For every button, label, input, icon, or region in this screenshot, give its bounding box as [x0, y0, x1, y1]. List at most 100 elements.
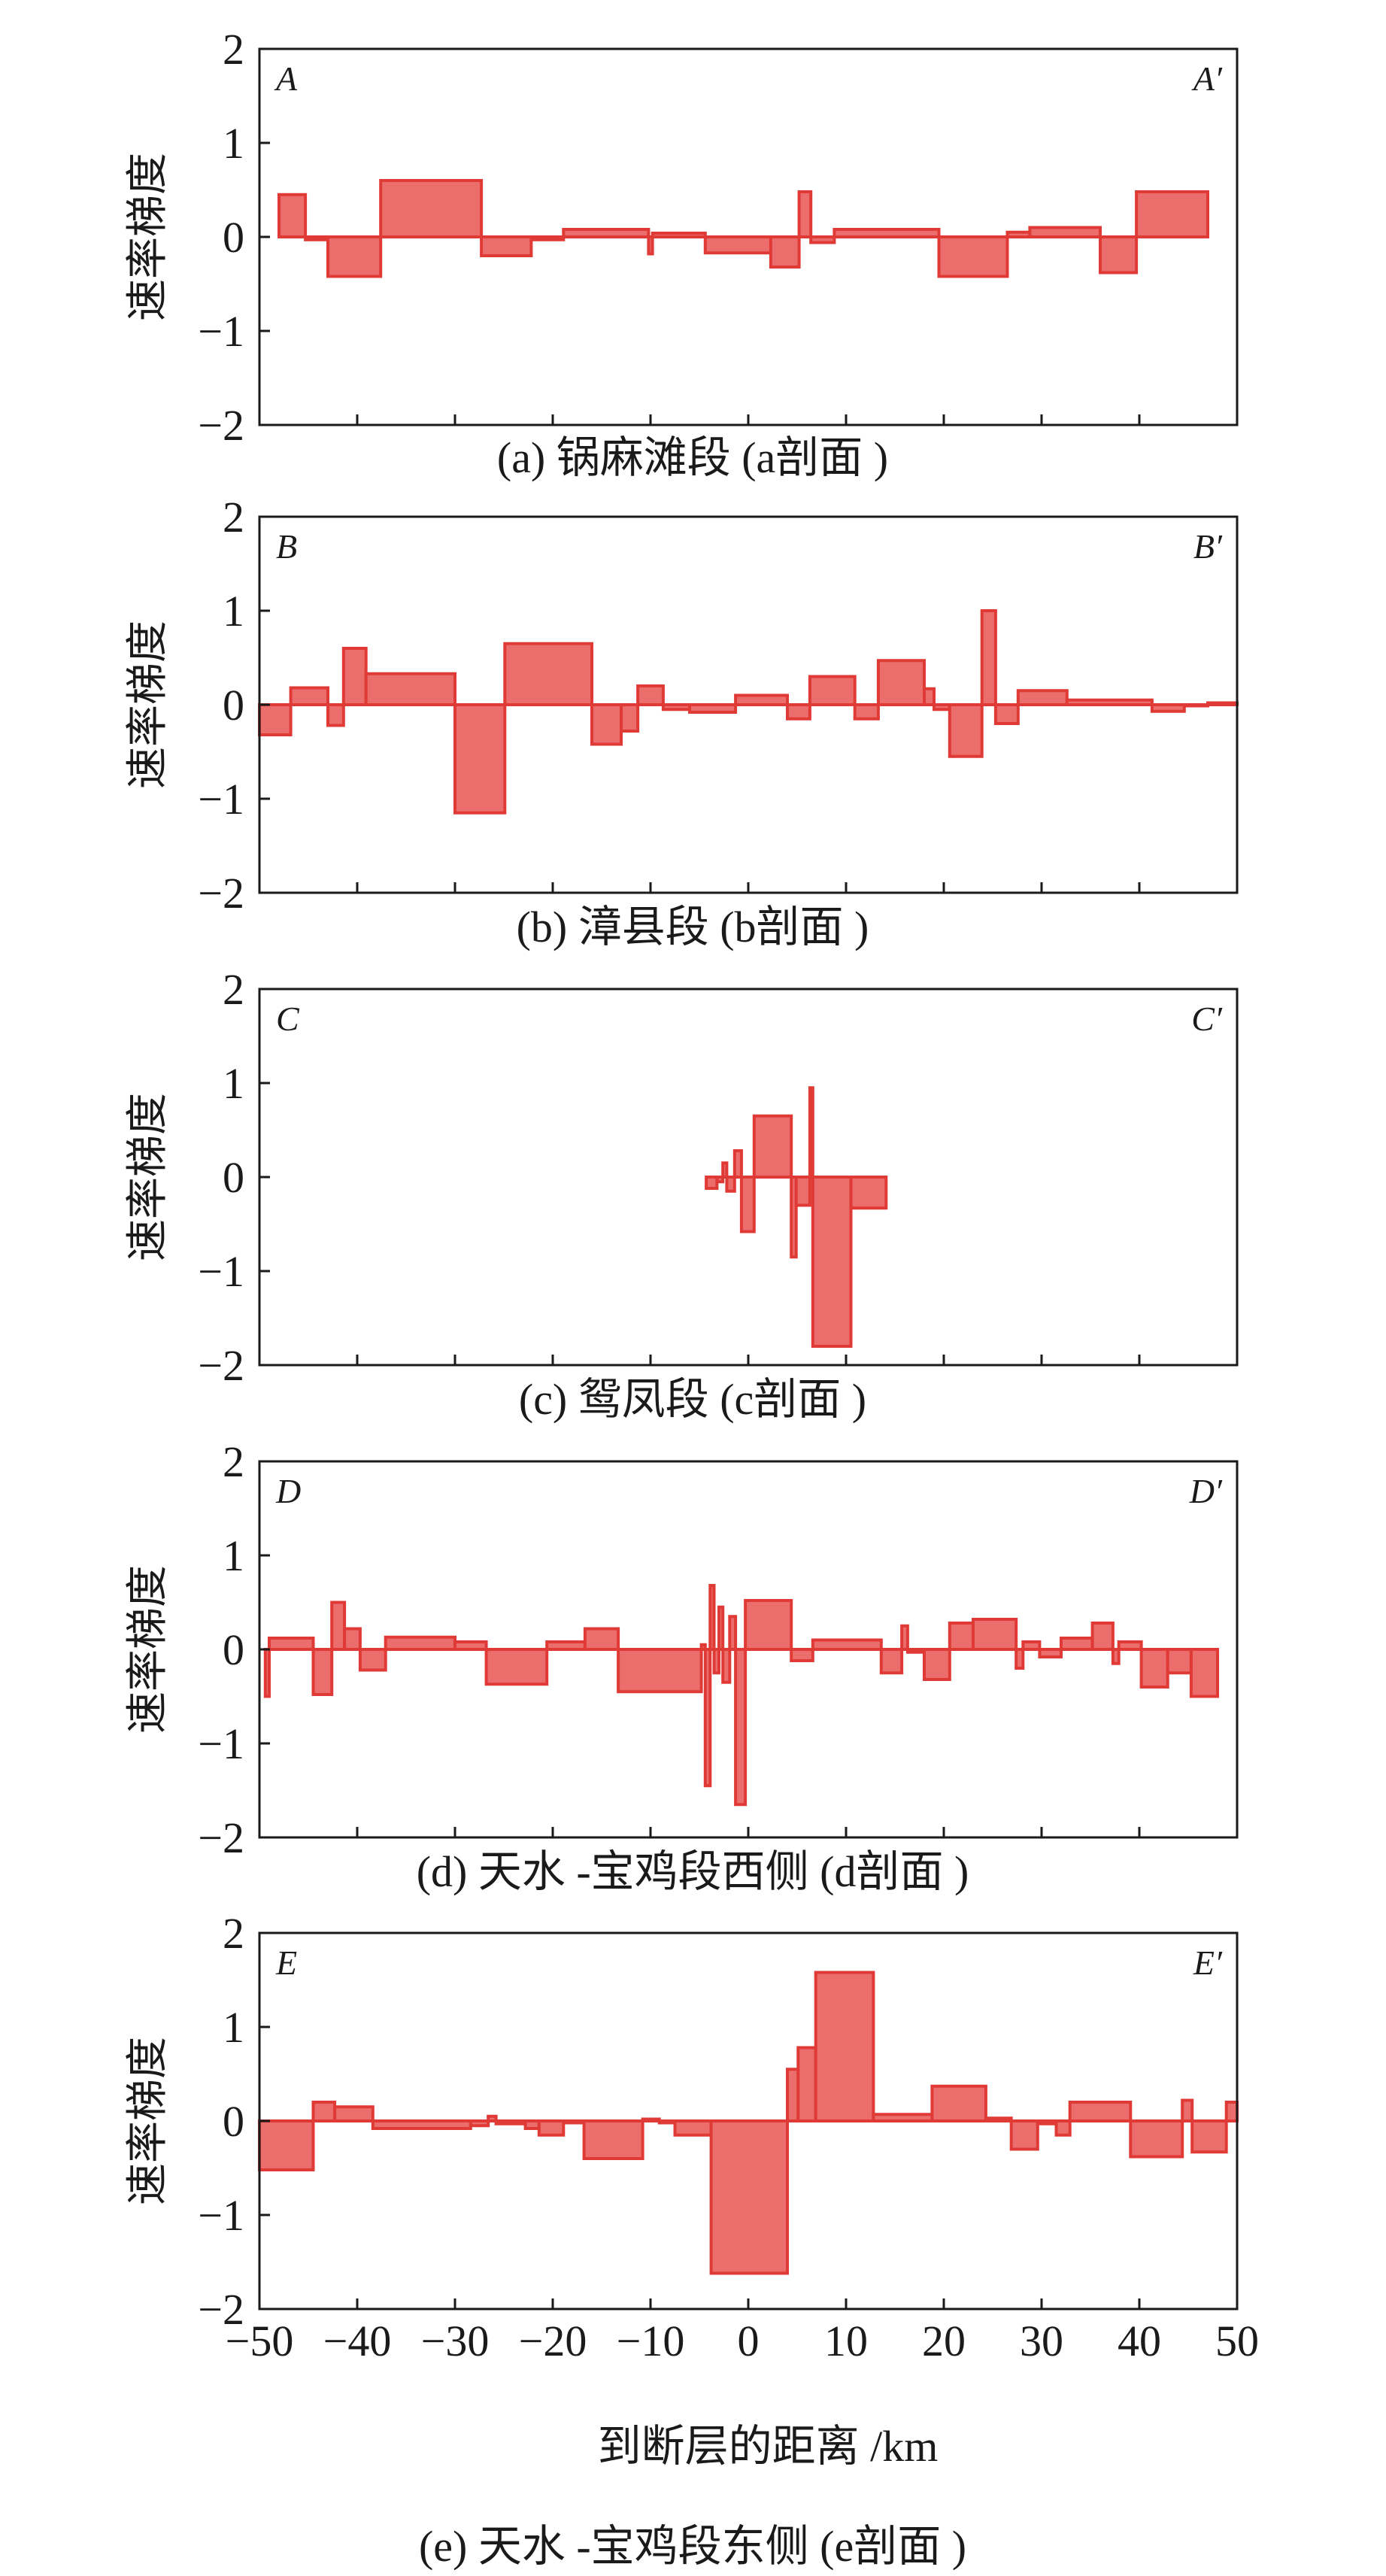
- y-tick-label: 0: [223, 213, 244, 262]
- bar: [734, 693, 789, 706]
- panel-a: −2 −1 0 1 2A A′ 速率梯度 (a) 锅麻滩段 (a剖面 ): [125, 25, 1239, 482]
- x-tick-label: −40: [323, 2317, 392, 2365]
- y-tick-label: 1: [223, 587, 244, 636]
- bar: [717, 1605, 725, 1651]
- bar: [620, 703, 640, 733]
- bar: [657, 2119, 677, 2125]
- bar: [688, 703, 738, 714]
- bar: [712, 1648, 720, 1675]
- bar: [980, 609, 997, 706]
- corner-label-left: D: [275, 1472, 301, 1510]
- bar: [651, 232, 707, 238]
- y-tick-label: −1: [198, 2191, 244, 2240]
- bar: [1009, 2119, 1039, 2151]
- y-tick-label: −1: [198, 775, 244, 824]
- bar: [734, 1648, 748, 1807]
- bar: [268, 1637, 315, 1651]
- bar: [744, 1599, 793, 1651]
- bar: [661, 703, 692, 712]
- bar: [1054, 2119, 1072, 2137]
- bar: [480, 235, 533, 257]
- bar: [786, 703, 811, 721]
- bar: [709, 2119, 789, 2275]
- bar: [797, 190, 813, 238]
- bar: [545, 1640, 587, 1651]
- y-tick-label: −2: [198, 1341, 244, 1390]
- corner-label-left: E: [275, 1943, 297, 1982]
- corner-label-left: B: [276, 527, 297, 566]
- bar: [708, 1584, 716, 1651]
- y-tick-label: 0: [223, 1153, 244, 1202]
- bar: [809, 235, 836, 244]
- bar: [1060, 1637, 1094, 1651]
- y-tick-label: −2: [198, 1813, 244, 1862]
- bar: [1038, 1648, 1063, 1658]
- bar: [494, 2119, 527, 2125]
- bar: [583, 1627, 620, 1651]
- panel-title: (e) 天水 -宝鸡段东侧 (e剖面 ): [419, 2522, 966, 2571]
- y-tick-label: 1: [223, 1531, 244, 1580]
- y-tick-label: 2: [223, 25, 244, 74]
- bar: [728, 1615, 738, 1651]
- bar: [1150, 703, 1186, 713]
- bar: [529, 235, 566, 241]
- y-tick-label: −2: [198, 401, 244, 450]
- bar: [930, 2084, 987, 2122]
- corner-label-right: C′: [1191, 1000, 1223, 1038]
- y-tick-label: 0: [223, 2097, 244, 2146]
- y-tick-label: −1: [198, 1247, 244, 1296]
- bar: [537, 2119, 566, 2137]
- x-tick-label: −10: [617, 2317, 685, 2365]
- y-tick-label: −2: [198, 2285, 244, 2334]
- bar: [769, 235, 801, 269]
- bar: [948, 703, 984, 758]
- corner-label-left: A: [274, 59, 298, 98]
- y-axis-label: 速率梯度: [125, 620, 171, 789]
- bar: [739, 1176, 756, 1233]
- y-tick-label: −1: [198, 307, 244, 356]
- bar: [808, 675, 857, 706]
- bar: [371, 2119, 472, 2130]
- bar: [853, 703, 880, 721]
- x-tick-label: −20: [519, 2317, 587, 2365]
- corner-label-right: A′: [1191, 59, 1223, 98]
- bar: [1065, 698, 1154, 706]
- bar: [923, 1648, 951, 1681]
- bar: [732, 1149, 743, 1179]
- bar: [725, 1176, 736, 1193]
- bar: [1014, 1648, 1025, 1670]
- bar: [326, 235, 383, 278]
- panel-title: (c) 鸳凤段 (c剖面 ): [519, 1375, 866, 1424]
- bar: [923, 687, 936, 706]
- bar: [993, 703, 1020, 725]
- y-tick-label: −2: [198, 869, 244, 918]
- bar: [1021, 1640, 1042, 1651]
- y-tick-label: 0: [223, 681, 244, 730]
- bar: [1068, 2101, 1133, 2122]
- y-axis-label: 速率梯度: [125, 2037, 171, 2205]
- bar: [1190, 2119, 1228, 2154]
- bar: [358, 1648, 387, 1672]
- bar: [699, 1643, 707, 1651]
- bar: [484, 1648, 549, 1686]
- y-tick-label: 2: [223, 493, 244, 542]
- bar: [900, 1624, 909, 1651]
- x-tick-label: 10: [824, 2317, 868, 2365]
- bar: [258, 703, 293, 736]
- bar: [590, 703, 623, 746]
- corner-label-left: C: [276, 1000, 300, 1038]
- bar: [872, 2113, 934, 2122]
- bar: [715, 1176, 725, 1184]
- bar: [673, 2119, 713, 2137]
- bar: [263, 1648, 271, 1698]
- bar: [849, 1176, 888, 1210]
- bar: [786, 2068, 800, 2122]
- bar: [814, 1971, 875, 2122]
- y-tick-label: 2: [223, 1437, 244, 1486]
- bar: [278, 193, 308, 238]
- y-axis-label: 速率梯度: [125, 153, 171, 321]
- x-tick-label: −30: [421, 2317, 490, 2365]
- y-tick-label: 0: [223, 1625, 244, 1674]
- bar: [453, 703, 507, 815]
